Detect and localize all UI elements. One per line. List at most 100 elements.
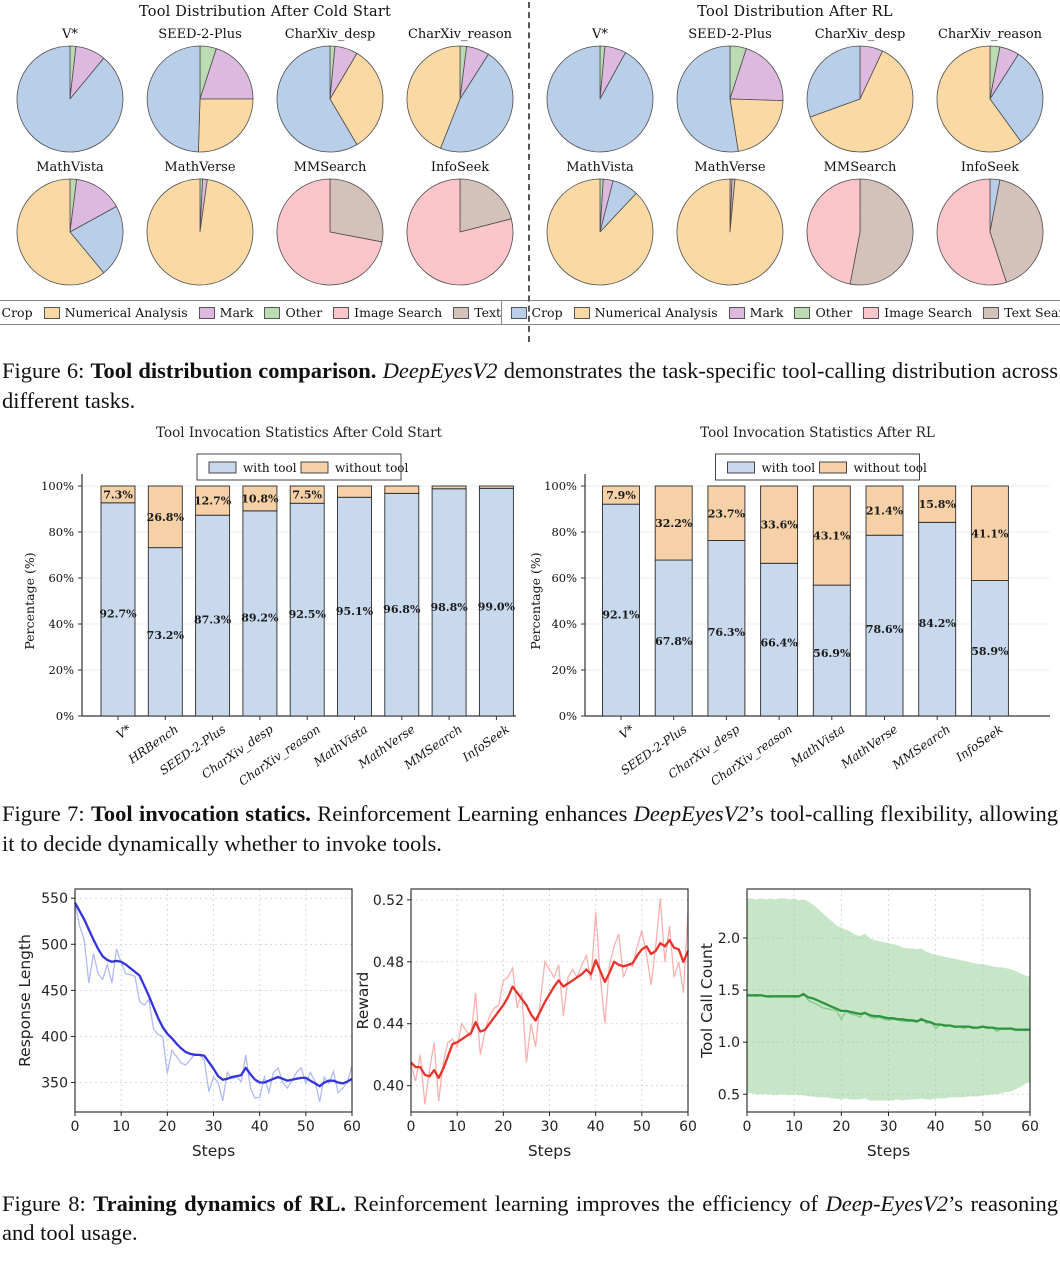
slice-numerical xyxy=(809,50,914,153)
bar-with-tool-MMSearch xyxy=(431,488,467,717)
legend-item-mark: Mark xyxy=(198,305,253,320)
slice-image xyxy=(406,178,514,286)
pie-chart-SEED-2-Plus xyxy=(676,45,784,153)
slice-crop xyxy=(440,53,514,153)
pie-title: MathVista xyxy=(566,160,634,175)
caption-text: Training dynamics of RL. xyxy=(93,1190,354,1216)
slice-numerical xyxy=(16,178,105,286)
y-tick-label: 1.0 xyxy=(718,1035,740,1051)
pie-legend-box: Crop Numerical Analysis Mark Other Image Sea… xyxy=(0,300,560,325)
bar-without-tool-HRBench xyxy=(147,485,183,549)
pie-chart-CharXiv_desp xyxy=(806,45,914,153)
bar-value-with: 95.1% xyxy=(336,605,374,618)
bar-chart-title: Tool Invocation Statistics After RL xyxy=(700,425,935,441)
slice-image xyxy=(806,178,861,285)
y-tick-label: 80% xyxy=(551,525,577,539)
bar-value-without: 7.3% xyxy=(103,489,133,502)
bar-without-tool-MathVista xyxy=(337,485,372,499)
x-category-label: V* xyxy=(114,722,134,742)
caption-text: Reinforcement Learning enhances xyxy=(317,801,634,827)
bar-value-with: 96.8% xyxy=(383,604,421,617)
legend-label-with-tool: with tool xyxy=(243,461,297,475)
slice-image xyxy=(276,178,383,286)
legend-label: Image Search xyxy=(354,305,443,320)
confidence-band xyxy=(747,898,1030,1101)
legend-swatch-mark xyxy=(728,306,745,319)
pie-chart-MathVerse xyxy=(146,178,254,286)
caption-text: Figure 7: xyxy=(2,801,91,827)
y-axis-label: Tool Call Count xyxy=(698,943,716,1059)
caption-text: Deep-EyesV2 xyxy=(825,1190,948,1216)
bar-value-with: 99.0% xyxy=(478,601,516,614)
bar-value-with: 56.9% xyxy=(813,648,851,661)
pie-MathVerse: MathVerse xyxy=(665,159,795,292)
smoothed-line-Tool Call Count xyxy=(747,992,1030,1031)
legend-swatch-numerical xyxy=(43,306,60,319)
pie-MathVista: MathVista xyxy=(535,159,665,292)
legend-item-image: Image Search xyxy=(333,305,442,320)
y-tick-label: 0.44 xyxy=(373,1016,404,1032)
y-tick-label: 40% xyxy=(48,617,74,631)
pie-title: CharXiv_desp xyxy=(814,27,906,42)
x-axis-label: Steps xyxy=(867,1142,910,1160)
y-tick-label: 1.5 xyxy=(718,983,740,999)
bar-without-tool-V* xyxy=(100,485,136,504)
legend-swatch-image xyxy=(863,306,880,319)
legend-label: Image Search xyxy=(884,305,973,320)
x-tick-label: 0 xyxy=(743,1119,752,1135)
pie-title: CharXiv_reason xyxy=(937,27,1043,42)
pie-SEED-2-Plus: SEED-2-Plus xyxy=(135,26,265,159)
caption-text: Reinforcement learning improves the effi… xyxy=(353,1190,826,1216)
pie-MathVerse: MathVerse xyxy=(135,159,265,292)
bar-value-with: 67.8% xyxy=(655,636,693,649)
smoothed-line-Reward xyxy=(410,938,690,1079)
pie-title: MMSearch xyxy=(293,160,367,175)
bar-with-tool-V* xyxy=(602,504,640,717)
pie-MathVista: MathVista xyxy=(5,159,135,292)
bar-value-without: 41.1% xyxy=(971,528,1009,541)
bar-without-tool-SEED-2-Plus xyxy=(654,485,693,561)
x-tick-label: 50 xyxy=(974,1119,992,1135)
bar-value-without: 23.7% xyxy=(708,508,746,521)
slice-numerical xyxy=(197,98,254,153)
bar-value-with: 92.5% xyxy=(289,608,327,621)
legend-swatch-without-tool xyxy=(300,461,329,474)
pie-InfoSeek: InfoSeek xyxy=(925,159,1055,292)
legend-swatch-with-tool xyxy=(727,461,755,474)
x-tick-label: 60 xyxy=(679,1119,697,1135)
x-tick-label: 40 xyxy=(587,1119,605,1135)
pie-legend: Crop Numerical Analysis Mark Other Image Sea… xyxy=(0,300,560,325)
pie-row: MathVista MathVerse MMSearch InfoSeek xyxy=(0,159,530,292)
slice-text xyxy=(989,179,1044,283)
y-tick-label: 0% xyxy=(559,709,577,723)
x-tick-label: 60 xyxy=(343,1119,361,1135)
bar-value-without: 43.1% xyxy=(813,530,851,543)
figure7-caption: Figure 7: Tool invocation statics. Reinf… xyxy=(0,789,1060,858)
pie-title: CharXiv_reason xyxy=(407,27,513,42)
legend-item-numerical: Numerical Analysis xyxy=(43,305,188,320)
bar-without-tool-CharXiv_reason xyxy=(289,485,325,505)
bar-without-tool-MMSearch xyxy=(431,485,467,490)
y-tick-label: 550 xyxy=(41,891,68,907)
bar-chart-title: Tool Invocation Statistics After Cold St… xyxy=(156,425,443,441)
y-tick-label: 500 xyxy=(41,937,68,953)
bar-value-without: 15.8% xyxy=(919,499,957,512)
bar-value-without: 33.6% xyxy=(760,519,798,532)
slice-text xyxy=(329,178,384,243)
bar-with-tool-MathVerse xyxy=(865,535,904,717)
bar-value-without: 12.7% xyxy=(194,495,232,508)
x-tick-label: 10 xyxy=(112,1119,130,1135)
dashed-divider xyxy=(528,2,530,342)
y-tick-label: 20% xyxy=(48,663,74,677)
slice-numerical xyxy=(329,52,384,146)
y-tick-label: 450 xyxy=(41,983,68,999)
bar-with-tool-MathVista xyxy=(337,497,372,717)
bar-with-tool-SEED-2-Plus xyxy=(654,559,693,717)
bar-without-tool-InfoSeek xyxy=(478,485,514,490)
slice-crop xyxy=(16,45,124,153)
slice-numerical xyxy=(406,45,461,149)
bar-value-with: 92.1% xyxy=(602,609,640,622)
x-tick-label: 40 xyxy=(251,1119,269,1135)
legend-label-without-tool: without tool xyxy=(854,461,928,475)
pie-row: V* SEED-2-Plus CharXiv_desp CharXiv_reason xyxy=(530,26,1060,159)
